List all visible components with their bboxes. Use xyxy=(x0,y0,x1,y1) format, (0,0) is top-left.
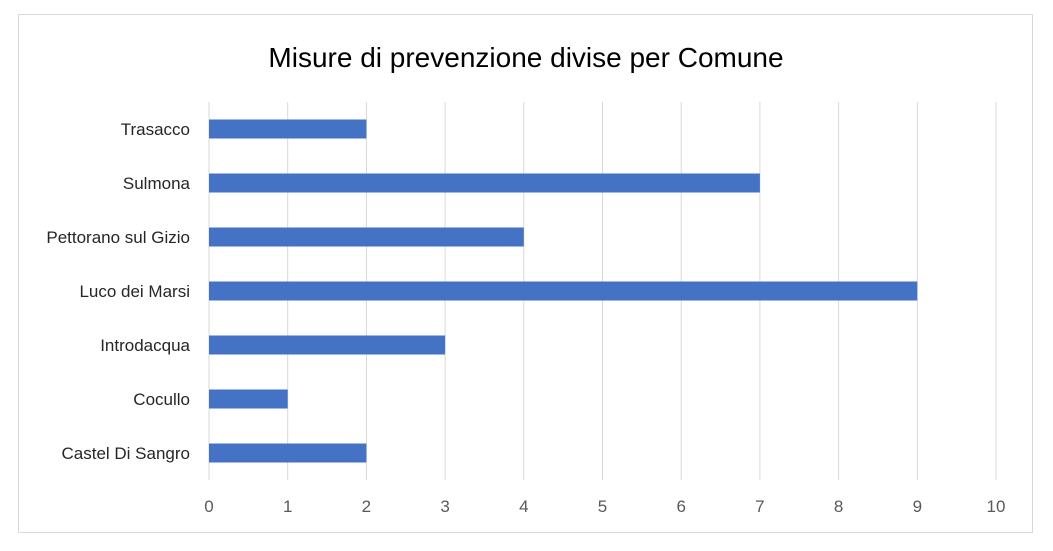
category-label: Introdacqua xyxy=(100,336,190,355)
category-label: Cocullo xyxy=(133,390,190,409)
x-tick-label: 4 xyxy=(519,497,528,516)
x-axis-ticks: 0 1 2 3 4 5 6 7 8 9 10 xyxy=(204,497,1005,516)
x-tick-label: 5 xyxy=(598,497,607,516)
bar xyxy=(209,119,367,139)
chart-title: Misure di prevenzione divise per Comune xyxy=(268,42,783,73)
bars xyxy=(209,119,918,463)
category-label: Pettorano sul Gizio xyxy=(46,228,190,247)
category-label: Luco dei Marsi xyxy=(79,282,190,301)
bar xyxy=(209,335,446,355)
category-labels: Castel Di Sangro Cocullo Introdacqua Luco d… xyxy=(46,120,190,463)
category-label: Castel Di Sangro xyxy=(61,444,190,463)
bar xyxy=(209,173,760,193)
x-tick-label: 7 xyxy=(755,497,764,516)
bar xyxy=(209,389,288,409)
x-tick-label: 8 xyxy=(834,497,843,516)
x-tick-label: 10 xyxy=(987,497,1006,516)
bar xyxy=(209,281,918,301)
x-tick-label: 9 xyxy=(913,497,922,516)
x-tick-label: 1 xyxy=(283,497,292,516)
x-tick-label: 0 xyxy=(204,497,213,516)
x-tick-label: 6 xyxy=(676,497,685,516)
category-label: Trasacco xyxy=(121,120,190,139)
chart-frame xyxy=(18,14,1033,533)
bar xyxy=(209,443,367,463)
x-tick-label: 2 xyxy=(362,497,371,516)
x-tick-label: 3 xyxy=(440,497,449,516)
category-label: Sulmona xyxy=(123,174,191,193)
bar xyxy=(209,227,524,247)
